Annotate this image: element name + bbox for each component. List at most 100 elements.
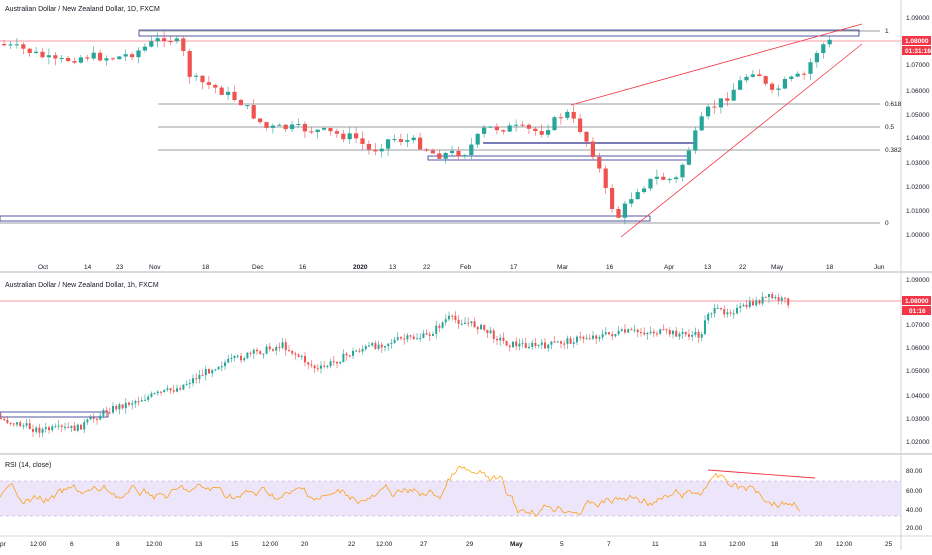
candle-body: [693, 130, 698, 151]
candle-body: [181, 38, 186, 52]
candle-body: [108, 412, 111, 414]
candle-body: [136, 50, 141, 58]
candle-body: [22, 425, 25, 427]
candle-body: [435, 325, 438, 334]
candle-body: [464, 322, 466, 324]
candle-body: [723, 309, 726, 315]
time-tick: 13: [699, 541, 707, 548]
candle-body: [51, 426, 54, 431]
candle-body: [123, 54, 128, 57]
candle-body: [245, 105, 250, 107]
candle-body: [744, 76, 749, 81]
time-tick: 20: [815, 541, 823, 548]
candle-body: [502, 337, 505, 341]
rsi-tick: 20.00: [906, 525, 923, 532]
candle-body: [28, 423, 31, 430]
time-tick: 16: [606, 264, 614, 271]
candle-body: [713, 308, 716, 314]
candle-body: [411, 137, 416, 141]
resistance-rectangle[interactable]: [138, 29, 860, 37]
price-tick: 1.09000: [906, 15, 930, 22]
time-tick: 17: [510, 264, 518, 271]
candle-body: [121, 404, 124, 409]
time-tick: 7: [607, 541, 611, 548]
candle-body: [339, 362, 342, 364]
daily-price-axis[interactable]: 1.09000 1.07000 1.06000 1.05000 1.04000 …: [906, 15, 930, 239]
candle-body: [334, 131, 339, 134]
candle-body: [550, 341, 553, 345]
hourly-price-axis[interactable]: 1.09000 1.07000 1.06000 1.05000 1.04000 …: [906, 277, 930, 446]
candle-body: [694, 331, 697, 335]
rsi-divergence-line[interactable]: [707, 469, 816, 479]
candle-body: [386, 139, 391, 149]
candle-body: [725, 98, 730, 101]
support-rectangle[interactable]: [0, 411, 109, 418]
wedge-upper-line[interactable]: [570, 23, 863, 106]
candle-body: [590, 141, 595, 157]
candle-body: [400, 337, 402, 339]
candle-body: [304, 356, 306, 363]
candle-body: [105, 410, 108, 413]
wedge-lower-line[interactable]: [620, 43, 863, 238]
price-tick: 1.07000: [906, 62, 930, 69]
candle-body: [91, 52, 96, 59]
candle-body: [489, 330, 492, 334]
time-tick: May: [510, 541, 523, 548]
hourly-chart-title[interactable]: Australian Dollar / New Zealand Dollar, …: [5, 282, 159, 289]
rsi-axis[interactable]: 80.00 60.00 40.00 20.00: [906, 468, 923, 532]
candle-body: [739, 306, 742, 308]
rsi-tick: 80.00: [906, 468, 923, 475]
time-tick: 5: [560, 541, 564, 548]
candle-body: [518, 343, 521, 347]
candle-body: [102, 410, 105, 416]
candle-body: [686, 150, 691, 165]
price-tick: 1.05000: [906, 368, 930, 375]
candle-body: [310, 364, 313, 366]
candle-body: [750, 74, 755, 77]
candle-body: [462, 155, 467, 157]
candle-body: [104, 58, 109, 61]
candle-body: [642, 188, 647, 193]
candle-body: [531, 342, 534, 347]
candle-body: [405, 140, 410, 142]
daily-time-axis[interactable]: Oct 14 23 Nov 18 Dec 16 2020 13 22 Feb 1…: [38, 264, 885, 271]
candle-body: [268, 346, 271, 350]
candle-body: [665, 329, 668, 331]
time-tick: May: [771, 264, 784, 271]
candle-body: [368, 345, 370, 347]
candle-body: [149, 41, 154, 47]
rsi-title[interactable]: RSI (14, close): [5, 462, 51, 469]
bottom-rectangle[interactable]: [0, 215, 651, 222]
time-tick: Nov: [149, 264, 161, 271]
fib-retracement[interactable]: [0, 30, 880, 224]
candle-body: [635, 192, 640, 200]
candle-body: [360, 138, 365, 144]
hourly-time-axis[interactable]: pr 12:00 6 8 12:00 13 15 12:00 20 22 12:…: [0, 541, 893, 548]
candle-body: [572, 342, 575, 344]
candle-body: [233, 356, 236, 359]
candle-body: [526, 124, 531, 129]
candle-body: [187, 51, 192, 77]
candle-body: [648, 178, 653, 189]
daily-chart-title[interactable]: Australian Dollar / New Zealand Dollar, …: [5, 6, 160, 13]
candle-body: [430, 150, 435, 154]
candle-body: [290, 124, 295, 130]
candle-body: [246, 352, 249, 359]
candle-body: [616, 208, 621, 218]
candle-body: [757, 74, 762, 77]
candle-body: [320, 365, 322, 369]
hourly-pane[interactable]: Australian Dollar / New Zealand Dollar, …: [0, 277, 931, 446]
time-tick: 22: [739, 264, 747, 271]
candle-body: [515, 341, 518, 347]
candle-body: [789, 76, 794, 79]
daily-pane[interactable]: 1 0.618 0.5 0.382 0 Australian Dollar / …: [0, 6, 931, 271]
candle-body: [467, 322, 470, 324]
rsi-pane[interactable]: RSI (14, close) 80.00 60.00 40.00 20.00: [0, 462, 923, 532]
candle-body: [34, 51, 39, 54]
candle-body: [560, 341, 562, 344]
candle-body: [67, 426, 70, 428]
candle-body: [142, 46, 147, 51]
hourly-countdown-tag: [902, 306, 931, 315]
candle-body: [499, 337, 502, 341]
